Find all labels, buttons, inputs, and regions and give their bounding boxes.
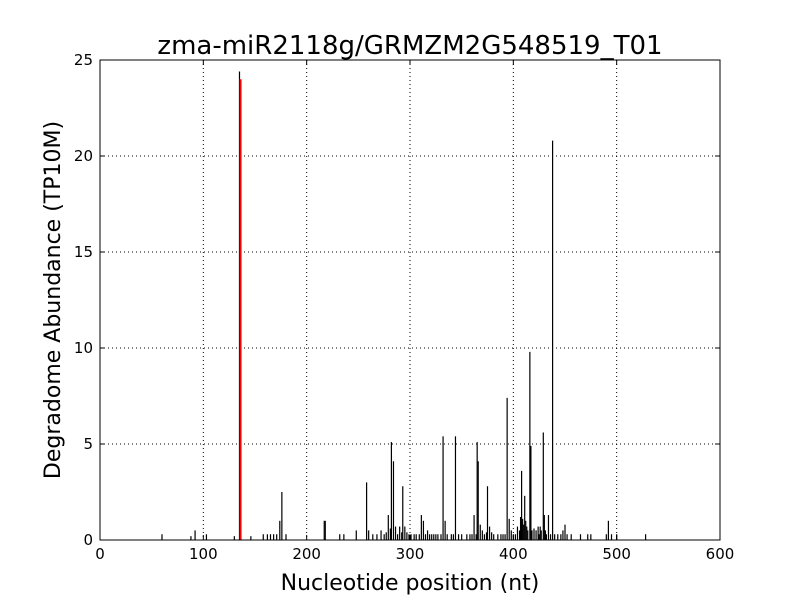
x-tick-label: 500 xyxy=(602,545,631,563)
bars-layer xyxy=(161,71,647,540)
y-tick-label: 15 xyxy=(74,243,93,261)
y-tick-label: 5 xyxy=(83,435,93,453)
y-tick-label: 20 xyxy=(74,147,93,165)
y-axis-label: Degradome Abundance (TP10M) xyxy=(41,121,66,479)
x-tick-label: 300 xyxy=(396,545,425,563)
ticks-layer: 0 100 200 300 400 500 600 0 5 10 15 20 25 xyxy=(74,51,734,563)
x-tick-label: 0 xyxy=(95,545,105,563)
x-tick-label: 200 xyxy=(292,545,321,563)
y-tick-label: 0 xyxy=(83,531,93,549)
y-tick-label: 10 xyxy=(74,339,93,357)
x-tick-label: 600 xyxy=(706,545,735,563)
chart-title: zma-miR2118g/GRMZM2G548519_T01 xyxy=(157,31,662,61)
grid-layer xyxy=(100,60,720,540)
x-tick-label: 400 xyxy=(499,545,528,563)
y-tick-label: 25 xyxy=(74,51,93,69)
x-axis-label: Nucleotide position (nt) xyxy=(281,571,540,596)
x-tick-label: 100 xyxy=(189,545,218,563)
